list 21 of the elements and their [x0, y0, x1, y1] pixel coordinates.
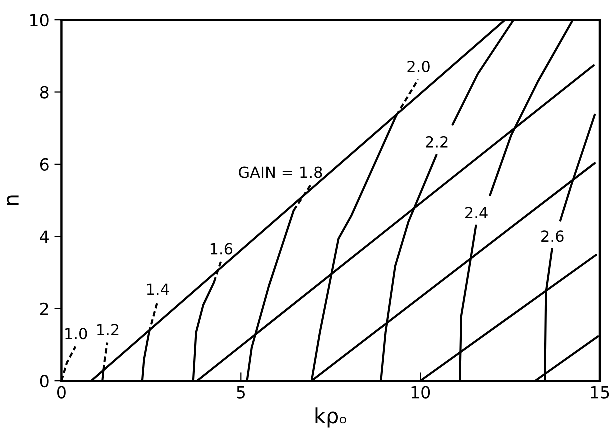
y-tick-label: 4 [40, 230, 49, 243]
annotation: 1.6 [210, 243, 233, 255]
y-tick-label: 0 [40, 375, 49, 388]
y-tick-label: 10 [30, 14, 49, 27]
x-axis-title: kρₒ [316, 408, 347, 428]
annotation: 1.4 [147, 284, 170, 296]
annotation: 2.0 [408, 60, 430, 72]
annotation: 2.6 [542, 230, 564, 242]
annotation: GAIN = 1.8 [239, 166, 322, 178]
x-tick-label: 0 [58, 386, 66, 399]
y-axis-title: n [7, 196, 19, 206]
x-tick-label: 10 [412, 386, 430, 399]
y-tick-label: 8 [40, 86, 49, 99]
y-tick-label: 2 [40, 302, 48, 316]
annotation: 2.4 [466, 207, 488, 218]
y-tick-label: 6 [40, 158, 49, 172]
annotation: 1.0 [66, 328, 88, 340]
annotation: 2.2 [426, 136, 448, 148]
annotation: 1.2 [98, 324, 119, 336]
x-tick-label: 15 [591, 386, 610, 399]
x-tick-label: 5 [237, 386, 245, 399]
